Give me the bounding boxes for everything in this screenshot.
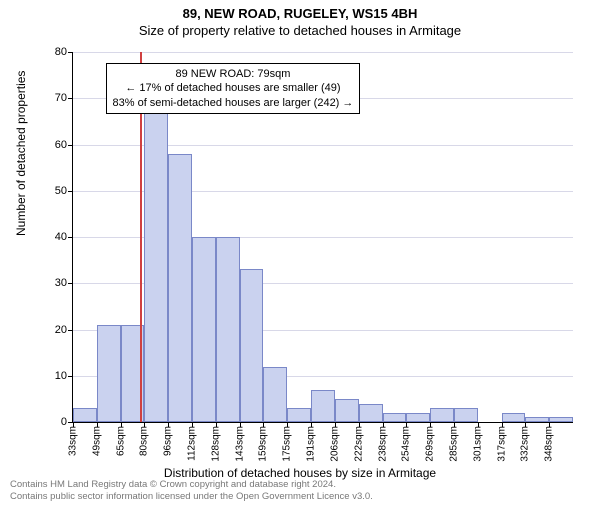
y-axis-label: Number of detached properties	[14, 71, 28, 236]
xtick-label: 317sqm	[496, 426, 507, 462]
histogram-bar	[287, 408, 311, 422]
ytick-label: 50	[55, 185, 67, 197]
callout-line: 83% of semi-detached houses are larger (…	[113, 96, 354, 110]
xtick-label: 301sqm	[472, 426, 483, 462]
xtick-label: 96sqm	[163, 426, 174, 456]
footer-attribution: Contains HM Land Registry data © Crown c…	[10, 479, 373, 502]
xtick-label: 206sqm	[329, 426, 340, 462]
histogram-bar	[406, 413, 430, 422]
chart-title-line1: 89, NEW ROAD, RUGELEY, WS15 4BH	[0, 6, 600, 21]
histogram-bar	[168, 154, 192, 422]
histogram-bar	[359, 404, 383, 423]
histogram-bar	[549, 417, 573, 422]
xtick-label: 112sqm	[187, 426, 198, 461]
ytick-mark	[68, 145, 73, 146]
ytick-label: 0	[61, 416, 67, 428]
xtick-label: 49sqm	[91, 426, 102, 456]
callout-line: 89 NEW ROAD: 79sqm	[113, 67, 354, 81]
histogram-bar	[383, 413, 407, 422]
footer-line1: Contains HM Land Registry data © Crown c…	[10, 479, 373, 490]
ytick-mark	[68, 191, 73, 192]
xtick-label: 222sqm	[353, 426, 364, 462]
xtick-label: 175sqm	[282, 426, 293, 462]
histogram-bar	[311, 390, 335, 422]
ytick-mark	[68, 376, 73, 377]
ytick-label: 80	[55, 46, 67, 58]
histogram-bar	[216, 237, 240, 422]
xtick-label: 238sqm	[377, 426, 388, 462]
histogram-bar	[192, 237, 216, 422]
chart-title-line2: Size of property relative to detached ho…	[0, 23, 600, 38]
gridline	[73, 52, 573, 53]
histogram-bar	[525, 417, 549, 422]
ytick-label: 20	[55, 324, 67, 336]
histogram-bar	[240, 269, 264, 422]
xtick-label: 128sqm	[210, 426, 221, 462]
footer-line2: Contains public sector information licen…	[10, 491, 373, 502]
ytick-mark	[68, 52, 73, 53]
xtick-label: 80sqm	[139, 426, 150, 456]
callout-line: ← 17% of detached houses are smaller (49…	[113, 81, 354, 95]
histogram-bar	[502, 413, 526, 422]
xtick-label: 285sqm	[448, 426, 459, 462]
ytick-label: 30	[55, 277, 67, 289]
ytick-mark	[68, 283, 73, 284]
xtick-label: 33sqm	[68, 426, 79, 456]
ytick-label: 70	[55, 92, 67, 104]
xtick-label: 348sqm	[544, 426, 555, 462]
histogram-bar	[144, 112, 168, 422]
xtick-label: 143sqm	[234, 426, 245, 462]
ytick-label: 40	[55, 231, 67, 243]
ytick-mark	[68, 330, 73, 331]
xtick-label: 269sqm	[425, 426, 436, 462]
histogram-bar	[73, 408, 97, 422]
histogram-bar	[263, 367, 287, 423]
ytick-mark	[68, 237, 73, 238]
histogram-bar	[430, 408, 454, 422]
xtick-label: 254sqm	[401, 426, 412, 462]
xtick-label: 191sqm	[306, 426, 317, 462]
ytick-label: 60	[55, 139, 67, 151]
histogram-bar	[454, 408, 478, 422]
xtick-label: 159sqm	[258, 426, 269, 462]
xtick-label: 65sqm	[115, 426, 126, 456]
xtick-label: 332sqm	[520, 426, 531, 462]
histogram-bar	[97, 325, 121, 422]
histogram-bar	[335, 399, 359, 422]
ytick-label: 10	[55, 370, 67, 382]
x-axis-label: Distribution of detached houses by size …	[0, 466, 600, 480]
chart-plot-area: 0102030405060708033sqm49sqm65sqm80sqm96s…	[72, 52, 573, 423]
callout-box: 89 NEW ROAD: 79sqm← 17% of detached hous…	[106, 63, 361, 114]
ytick-mark	[68, 98, 73, 99]
